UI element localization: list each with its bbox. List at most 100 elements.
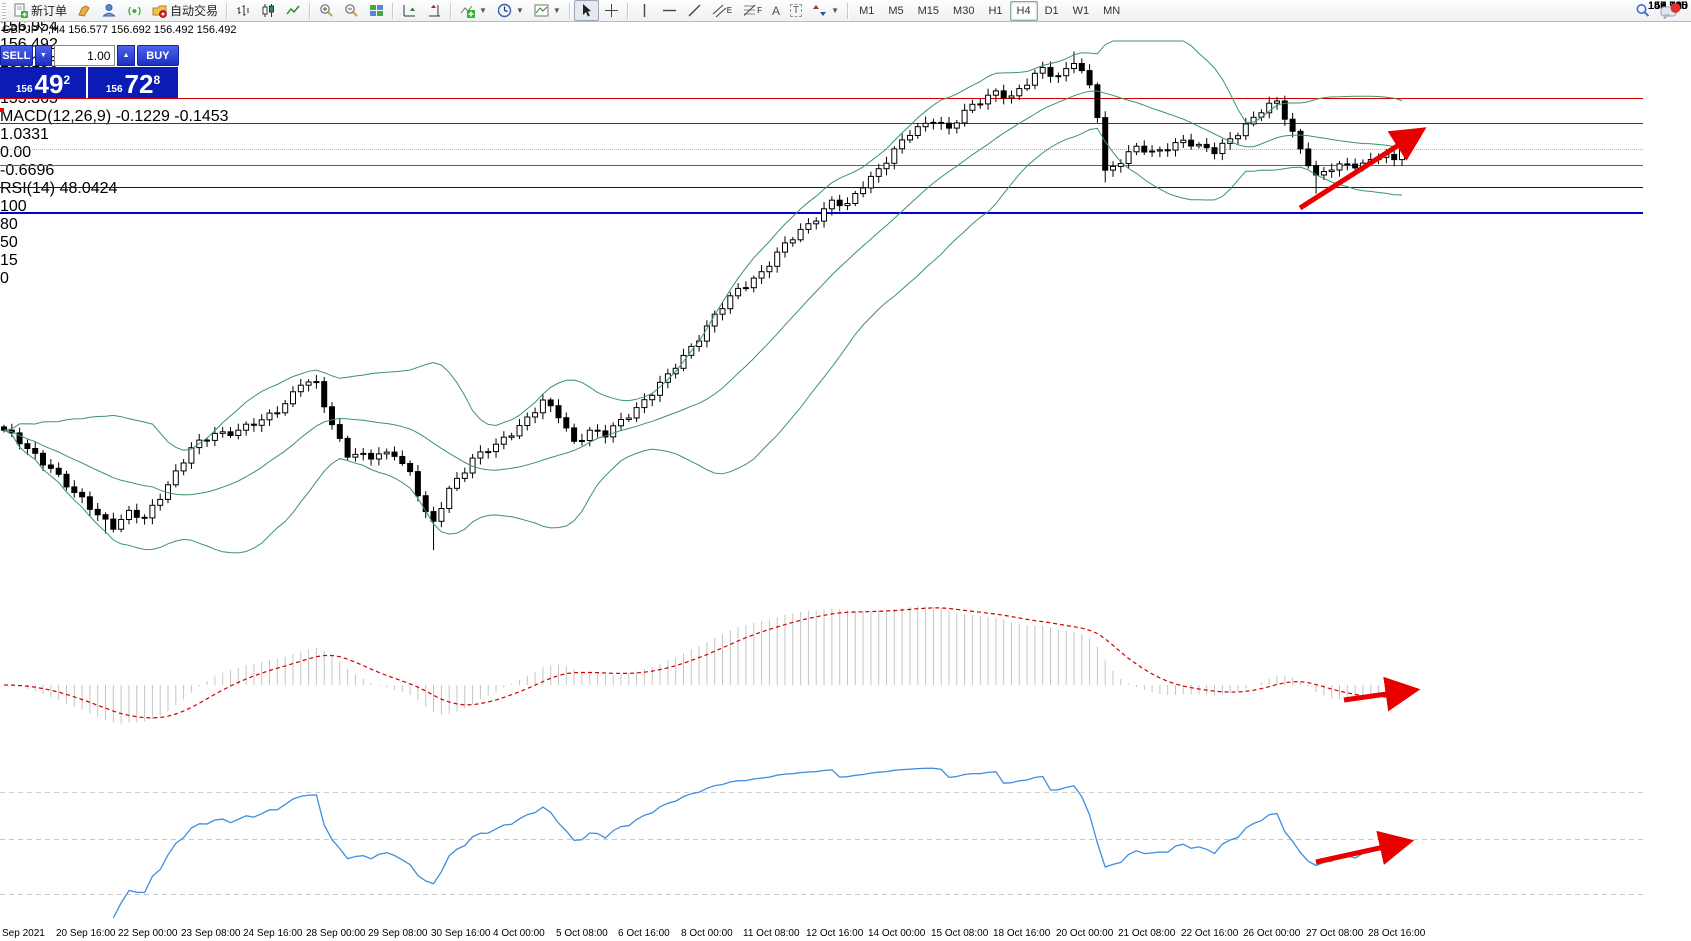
candle-body — [727, 295, 734, 310]
trend-arrow-macd[interactable] — [1343, 676, 1421, 712]
timeframe-h4[interactable]: H4 — [1009, 0, 1038, 21]
buy-price-display[interactable]: 156 72 8 — [88, 67, 178, 98]
volume-input[interactable]: 1.00 — [53, 45, 116, 66]
auto-scroll-button[interactable] — [397, 0, 422, 21]
line-chart-type-button[interactable] — [281, 0, 306, 21]
template-icon — [534, 3, 549, 18]
candlestick-type-button[interactable] — [256, 0, 281, 21]
volume-down-button[interactable]: ▼ — [34, 45, 52, 66]
candle-body — [602, 430, 609, 438]
text-label-tool-button[interactable]: T — [785, 0, 807, 21]
candle-body — [485, 451, 492, 454]
signal-icon — [127, 3, 142, 18]
chart-shift-button[interactable] — [422, 0, 447, 21]
crayon-tool-button[interactable] — [72, 0, 97, 21]
vertical-line-tool-button[interactable] — [632, 0, 657, 21]
dropdown-caret: ▼ — [515, 6, 524, 15]
timeframe-h1[interactable]: H1 — [988, 4, 1003, 17]
fibonacci-tool-button[interactable]: F — [737, 0, 767, 21]
candle-body — [63, 473, 70, 488]
chat-bubble-icon: 1 — [1660, 2, 1682, 19]
channel-tool-button[interactable]: E — [707, 0, 737, 21]
one-click-trade-panel: SELL ▼ 1.00 ▲ BUY 156 49 2 156 72 8 — [0, 45, 179, 98]
auto-scroll-icon — [402, 3, 417, 18]
candle-body — [16, 432, 23, 445]
candle-body — [126, 509, 132, 520]
signals-button[interactable] — [122, 0, 147, 21]
timeframe-m30[interactable]: M30 — [953, 4, 975, 17]
trend-arrow-rsi[interactable] — [1315, 830, 1415, 865]
sell-price-display[interactable]: 156 49 2 — [0, 67, 86, 98]
timeframe-m1[interactable]: M1 — [859, 4, 875, 17]
new-order-button[interactable]: 新订单 — [8, 0, 72, 21]
timeframe-w1[interactable]: W1 — [1072, 4, 1090, 17]
timeframe-m15[interactable]: M15 — [917, 4, 940, 17]
trend-arrow-main[interactable] — [1298, 127, 1427, 211]
candle-body — [180, 462, 187, 472]
clock-icon — [497, 3, 512, 18]
candle-body — [24, 443, 31, 450]
crosshair-tool-button[interactable] — [599, 0, 624, 21]
timeframe-mn[interactable]: MN — [1103, 4, 1121, 17]
candle-body — [172, 470, 179, 486]
search-button[interactable] — [1630, 0, 1655, 21]
trendline-icon — [687, 3, 702, 18]
autotrade-button[interactable]: 自动交易 — [147, 0, 223, 21]
candle-body — [305, 381, 312, 386]
zoom-in-icon — [319, 3, 334, 18]
fibo-tag: F — [757, 6, 763, 15]
candle-body — [47, 464, 54, 469]
candle-body — [196, 439, 203, 449]
candle-body — [219, 431, 226, 434]
shapes-icon — [812, 3, 827, 18]
candle-body — [641, 399, 648, 409]
sell-price-point: 2 — [63, 73, 71, 87]
dropdown-caret: ▼ — [479, 6, 487, 15]
timeframe-d1[interactable]: D1 — [1044, 4, 1059, 17]
candle-body — [719, 308, 726, 315]
price-hline-156.196[interactable] — [0, 165, 1643, 167]
zoom-in-button[interactable] — [314, 0, 339, 21]
price-hline-156.954[interactable] — [0, 123, 1643, 125]
text-tool-button[interactable]: A — [767, 0, 785, 21]
candle-body — [703, 325, 710, 342]
candle-body — [383, 451, 390, 455]
true[interactable] — [0, 108, 4, 112]
candle-body — [94, 508, 101, 516]
candle-body — [149, 504, 156, 519]
price-hline-155.816[interactable] — [0, 186, 1643, 188]
horizontal-line-tool-button[interactable] — [657, 0, 682, 21]
periods-button[interactable]: ▼ — [492, 0, 529, 21]
line-chart-icon — [286, 3, 301, 18]
notifications-button[interactable]: 1 — [1655, 0, 1687, 21]
candle-body — [461, 472, 468, 479]
candle-body — [55, 467, 62, 475]
volume-up-button[interactable]: ▲ — [117, 45, 135, 66]
candle-body — [586, 429, 593, 442]
cursor-tool-button[interactable] — [573, 0, 599, 21]
shapes-tool-button[interactable]: ▼ — [807, 0, 844, 21]
price-hline-155.365[interactable] — [0, 211, 1643, 214]
rsi-line — [112, 767, 1403, 919]
timeframe-m5[interactable]: M5 — [888, 4, 904, 17]
zoom-out-button[interactable] — [339, 0, 364, 21]
community-button[interactable] — [97, 0, 122, 21]
candle-body — [407, 463, 414, 473]
toolbar-separator — [226, 2, 229, 19]
bar-chart-type-button[interactable] — [231, 0, 256, 21]
templates-button[interactable]: ▼ — [529, 0, 566, 21]
candle-body — [625, 417, 632, 420]
toolbar-grip — [2, 2, 6, 19]
candle-body — [204, 439, 211, 442]
trendline-tool-button[interactable] — [682, 0, 707, 21]
candle-body — [711, 313, 718, 327]
sell-button[interactable]: SELL — [0, 45, 33, 66]
candle-body — [446, 487, 453, 509]
autotrade-icon — [152, 3, 167, 18]
tile-windows-button[interactable] — [364, 0, 389, 21]
candle-body — [672, 367, 679, 375]
price-hline-157.406[interactable] — [0, 97, 1643, 99]
candle-body — [258, 419, 265, 426]
buy-button[interactable]: BUY — [136, 45, 179, 66]
indicators-button[interactable]: ▼ — [455, 0, 492, 21]
